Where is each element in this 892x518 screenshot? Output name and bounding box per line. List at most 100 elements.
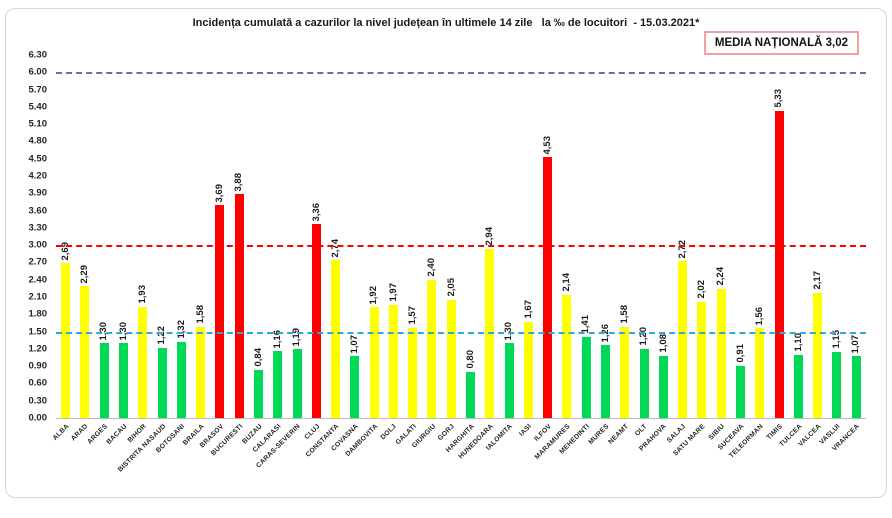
bar-value-label: 0,84: [252, 348, 264, 367]
bar-prahova: [658, 355, 668, 418]
bar-slot-dolj: 1,97 DOLJ: [380, 55, 403, 441]
bar-value-label: 1,58: [194, 305, 206, 324]
bar-value-label: 2,02: [696, 280, 708, 299]
y-axis-tick-label: 0.00: [28, 412, 48, 424]
bar-slot-braila: 1,58 BRAILA: [182, 55, 210, 446]
bar-value-label: 2,05: [445, 278, 457, 297]
bar-value-label: 1,97: [387, 283, 399, 302]
y-axis-tick-label: 3.00: [28, 239, 48, 251]
bar-value-label: 1,58: [619, 305, 631, 324]
bar-slot-vaslui: 1,15 VASLUI: [819, 55, 846, 446]
bar-slot-sibiu: 2,24 SIBIU: [708, 55, 731, 441]
bar-bihor: [138, 306, 148, 418]
bar-botosani: [176, 341, 186, 418]
bar-bacau: [118, 343, 128, 418]
bar-braila: [196, 326, 206, 418]
bar-slot-botosani: 1,32 BOTOSANI: [155, 55, 191, 454]
bar-slot-constanta: 2,74 CONSTANTA: [305, 55, 345, 459]
y-axis-tick-label: 4.80: [28, 135, 48, 147]
bar-value-label: 1,08: [657, 334, 669, 353]
bar-value-label: 1,32: [175, 320, 187, 339]
threshold-line-3: [56, 245, 866, 248]
bar-slot-buzau: 0,84 BUZAU: [241, 55, 268, 445]
y-axis-tick-label: 1.20: [28, 343, 48, 355]
bar-value-label: 3,69: [214, 183, 226, 203]
bar-valcea: [813, 292, 823, 418]
bars-container: 2,69 ALBA 2,29 ARAD 1,30 ARGES 1,30 BACAU 1,93 BI…: [52, 55, 866, 473]
y-axis-tick-label: 2.70: [28, 256, 48, 268]
bar-ilfov: [543, 157, 553, 418]
bar-salaj: [678, 261, 688, 418]
bar-value-label: 3,36: [310, 202, 322, 222]
y-axis-tick-label: 3.90: [28, 187, 48, 199]
bar-value-label: 2,29: [79, 264, 91, 284]
chart-title: Incidența cumulată a cazurilor la nivel …: [192, 17, 700, 29]
threshold-line-1.5: [56, 331, 866, 334]
bar-value-label: 1,92: [368, 285, 380, 305]
bar-slot-mehedinti: 1,41 MEHEDINTI: [559, 55, 596, 455]
y-axis-tick-label: 6.00: [28, 66, 48, 78]
bar-harghita: [466, 371, 476, 418]
bar-value-label: 0,91: [734, 344, 746, 363]
bar-value-label: 3,88: [233, 172, 245, 192]
bar-mures: [601, 345, 611, 418]
bar-slot-ialomita: 1,30 IALOMITA: [485, 55, 518, 452]
bar-neamt: [620, 326, 630, 418]
bar-value-label: 2,17: [811, 271, 823, 290]
y-axis-tick-label: 4.50: [28, 153, 48, 165]
bar-value-label: 1,07: [850, 334, 862, 354]
bar-slot-vrancea: 1,07 VRANCEA: [831, 55, 866, 453]
y-axis-tick-label: 3.30: [28, 222, 48, 234]
bar-slot-harghita: 0,80 HARGHITA: [444, 55, 480, 454]
bar-value-label: 1,57: [406, 306, 418, 325]
bar-slot-olt: 1,20 OLT: [634, 55, 653, 437]
bar-value-label: 2,14: [561, 273, 573, 292]
bar-alba: [61, 263, 71, 418]
y-axis-tick-label: 2.40: [28, 274, 48, 286]
bar-satu-mare: [697, 301, 707, 418]
bar-brasov: [215, 205, 225, 418]
bar-slot-teleorman: 1,56 TELEORMAN: [728, 55, 769, 460]
bar-suceava: [735, 365, 745, 418]
bar-value-label: 1,22: [156, 326, 168, 345]
bar-slot-mures: 1,26 MURES: [587, 55, 615, 446]
bar-iasi: [523, 321, 533, 418]
bar-slot-bacau: 1,30 BACAU: [105, 55, 133, 446]
bar-slot-brasov: 3,69 BRASOV: [198, 55, 229, 449]
bar-slot-galati: 1,57 GALATI: [394, 55, 422, 446]
bar-value-label: 2,94: [484, 227, 496, 246]
bar-cluj: [311, 224, 321, 418]
bar-slot-arad: 2,29 ARAD: [70, 55, 94, 443]
threshold-line-6: [56, 72, 866, 75]
bar-value-label: 1,07: [349, 334, 361, 354]
bar-slot-alba: 2,69 ALBA: [52, 55, 75, 442]
bar-slot-maramures: 2,14 MARAMURES: [534, 55, 576, 461]
bar-slot-valcea: 2,17 VALCEA: [797, 55, 827, 448]
y-axis-tick-label: 0.30: [28, 395, 48, 407]
y-axis-tick-label: 6.30: [28, 49, 48, 61]
bar-slot-satu-mare: 2,02 SATU MARE: [672, 55, 711, 457]
bar-tulcea: [793, 354, 803, 418]
bar-slot-giurgiu: 2,40 GIURGIU: [410, 55, 441, 449]
bar-slot-prahova: 1,08 PRAHOVA: [639, 55, 673, 452]
bar-value-label: 2,40: [426, 258, 438, 277]
bar-value-label: 1,93: [137, 285, 149, 304]
bar-slot-neamt: 1,58 NEAMT: [607, 55, 634, 445]
bar-ialomita: [504, 343, 514, 418]
bar-slot-tulcea: 1,10 TULCEA: [778, 55, 808, 448]
bar-calarasi: [273, 351, 283, 418]
bar-slot-caras-severin: 1,19 CARAS-SEVERIN: [255, 55, 306, 470]
bar-slot-bistrita-nasaud: 1,22 BISTRITA NASAUD: [116, 55, 171, 473]
y-axis-tick-label: 5.10: [28, 118, 48, 130]
y-axis-tick-label: 0.60: [28, 377, 48, 389]
bar-buzau: [253, 369, 263, 418]
bar-slot-ilfov: 4,53 ILFOV: [533, 55, 557, 443]
bar-vrancea: [851, 356, 861, 418]
bar-slot-arges: 1,30 ARGES: [86, 55, 114, 446]
bar-dolj: [388, 304, 398, 418]
bar-value-label: 1,10: [792, 333, 804, 352]
y-axis-tick-label: 0.90: [28, 360, 48, 372]
bar-timis: [774, 110, 784, 418]
y-axis-tick-label: 1.80: [28, 308, 48, 320]
